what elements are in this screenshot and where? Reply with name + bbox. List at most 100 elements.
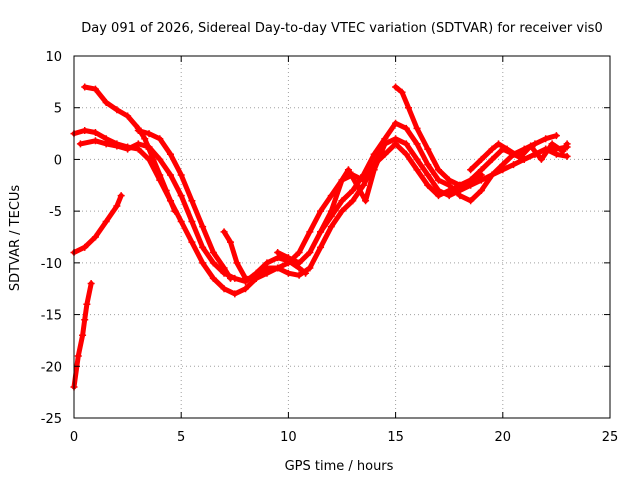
x-tick-label: 10 (280, 430, 297, 445)
data-point (488, 171, 496, 179)
data-point (252, 274, 260, 282)
data-point (392, 83, 400, 91)
data-point (456, 181, 464, 189)
data-point (488, 155, 496, 163)
y-tick-label: -20 (41, 360, 62, 375)
data-point (306, 264, 314, 272)
plot-frame (73, 55, 611, 419)
data-point (76, 140, 84, 148)
data-point (209, 249, 217, 257)
data-point (542, 135, 550, 143)
data-point (306, 228, 314, 236)
data-point (295, 271, 303, 279)
data-point (559, 147, 567, 155)
data-point (188, 238, 196, 246)
data-point (91, 137, 99, 145)
data-point (548, 140, 556, 148)
data-point (274, 264, 282, 272)
data-point (563, 152, 571, 160)
data-point (495, 140, 503, 148)
data-point (220, 228, 228, 236)
y-tick-label: -15 (41, 309, 62, 324)
data-point (327, 192, 335, 200)
data-point (338, 197, 346, 205)
data-point (284, 269, 292, 277)
data-point (188, 197, 196, 205)
data-point (145, 130, 153, 138)
data-point (113, 142, 121, 150)
data-point (209, 259, 217, 267)
data-point (227, 238, 235, 246)
data-point (398, 88, 406, 96)
data-point (499, 161, 507, 169)
data-point (404, 104, 412, 112)
data-point (338, 176, 346, 184)
y-tick-label: 10 (45, 50, 62, 65)
data-point (233, 259, 241, 267)
data-point (327, 223, 335, 231)
data-point (338, 207, 346, 215)
data-point (177, 217, 185, 225)
data-point (81, 243, 89, 251)
data-point (359, 171, 367, 179)
data-point (156, 171, 164, 179)
data-point (434, 166, 442, 174)
data-point (531, 140, 539, 148)
data-point (467, 166, 475, 174)
data-point (242, 274, 250, 282)
data-point (134, 140, 142, 148)
data-point (156, 155, 164, 163)
plot-data (70, 83, 571, 391)
data-point (227, 274, 235, 282)
x-tick-label: 20 (495, 430, 512, 445)
y-tick-label: -5 (49, 205, 62, 220)
data-point (141, 135, 149, 143)
data-point (79, 331, 87, 339)
series-line (221, 141, 484, 281)
data-point (74, 352, 82, 360)
data-point (199, 243, 207, 251)
satellite-track-8 (467, 140, 571, 174)
data-point (284, 254, 292, 262)
data-point (274, 249, 282, 257)
data-point (381, 140, 389, 148)
data-point (537, 155, 545, 163)
data-point (162, 186, 170, 194)
data-point (424, 181, 432, 189)
data-point (87, 280, 95, 288)
data-point (467, 197, 475, 205)
data-point (81, 126, 89, 134)
chart-title: Day 091 of 2026, Sidereal Day-to-day VTE… (81, 21, 602, 36)
axis-ticks: 0 5 10 15 20 25 -25 -20 -15 -10 -5 0 5 10 (41, 50, 619, 445)
data-point (413, 140, 421, 148)
data-point (516, 153, 524, 161)
data-point (242, 285, 250, 293)
data-point (177, 192, 185, 200)
satellite-track-4 (134, 126, 235, 282)
y-axis-label: SDTVAR / TECUs (8, 185, 23, 292)
data-point (199, 223, 207, 231)
data-point (424, 145, 432, 153)
x-axis-label: GPS time / hours (285, 459, 394, 474)
data-point (102, 99, 110, 107)
x-tick-label: 15 (387, 430, 404, 445)
data-point (349, 186, 357, 194)
x-tick-label: 0 (70, 430, 78, 445)
data-point (424, 171, 432, 179)
data-point (177, 171, 185, 179)
data-point (166, 171, 174, 179)
data-point (563, 140, 571, 148)
y-tick-label: 5 (54, 102, 62, 117)
data-point (156, 135, 164, 143)
y-tick-label: 0 (54, 153, 62, 168)
data-point (83, 300, 91, 308)
data-point (317, 243, 325, 251)
data-point (402, 140, 410, 148)
data-point (199, 259, 207, 267)
data-point (166, 150, 174, 158)
data-point (552, 132, 560, 140)
data-point (434, 192, 442, 200)
